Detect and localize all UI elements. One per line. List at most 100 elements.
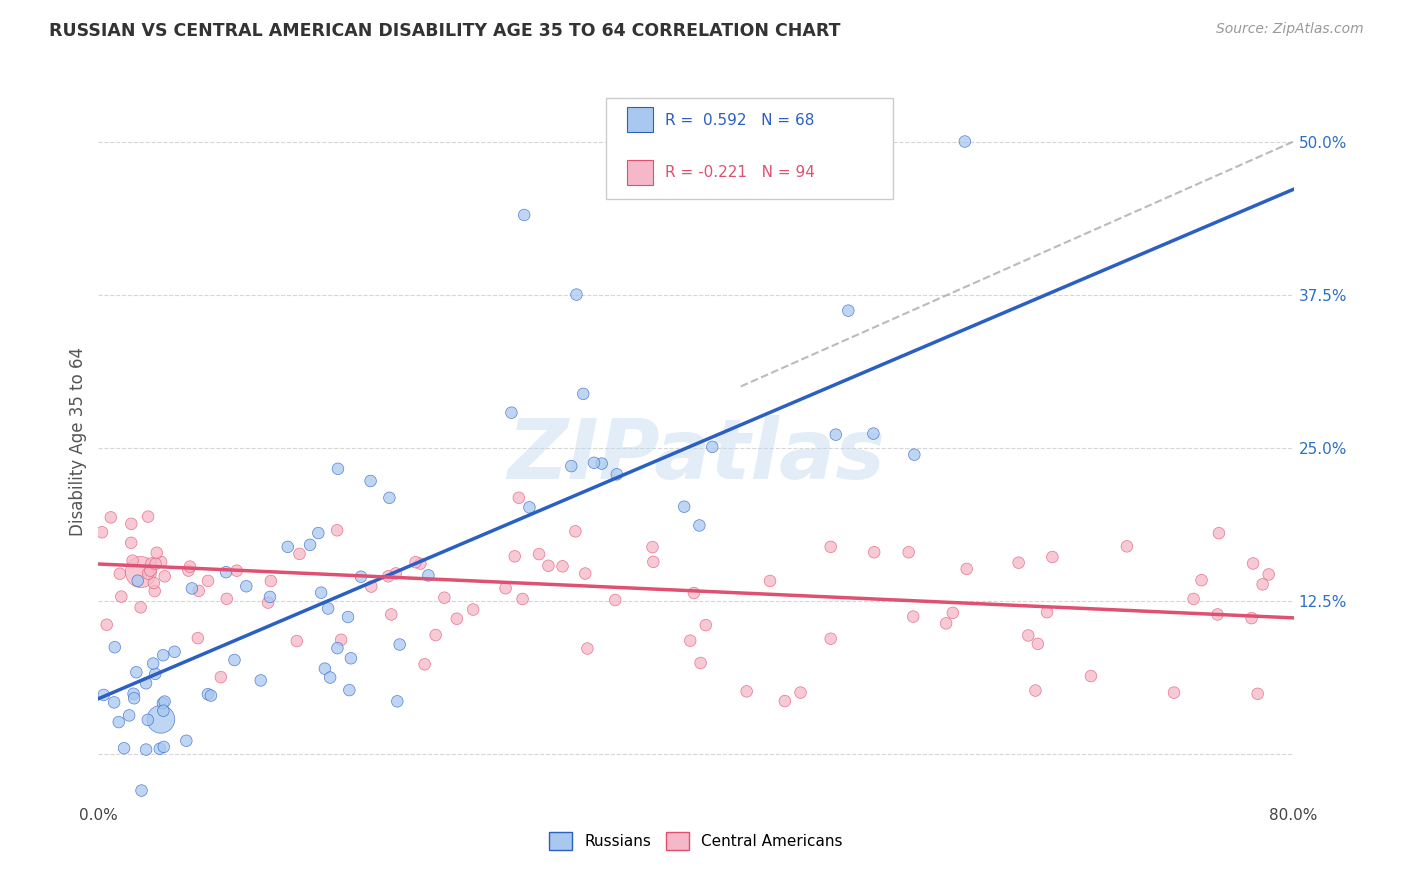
Point: [104, 640, 127, 655]
Point: [103, 695, 125, 709]
Point: [129, 565, 152, 579]
Point: [326, 462, 349, 476]
Point: [153, 569, 176, 583]
Point: [177, 564, 200, 578]
Point: [1007, 556, 1029, 570]
Point: [433, 591, 456, 605]
Point: [288, 547, 311, 561]
Point: [176, 733, 198, 747]
Point: [418, 568, 440, 582]
Point: [197, 574, 219, 588]
Point: [773, 694, 796, 708]
Point: [96, 617, 118, 632]
Point: [1247, 687, 1270, 701]
Point: [135, 742, 157, 756]
Point: [163, 645, 186, 659]
Point: [446, 612, 468, 626]
Point: [100, 510, 122, 524]
Point: [337, 683, 360, 698]
Point: [120, 516, 142, 531]
Point: [179, 559, 201, 574]
Point: [110, 590, 132, 604]
Point: [360, 474, 382, 488]
Point: [360, 580, 382, 594]
Point: [143, 666, 166, 681]
Point: [209, 670, 232, 684]
Point: [197, 687, 219, 701]
Point: [576, 641, 599, 656]
Text: Source: ZipAtlas.com: Source: ZipAtlas.com: [1216, 22, 1364, 37]
Point: [150, 555, 173, 569]
Point: [683, 586, 706, 600]
Point: [129, 600, 152, 615]
Point: [820, 540, 842, 554]
Point: [564, 524, 586, 539]
Point: [413, 657, 436, 672]
Point: [285, 634, 308, 648]
Point: [350, 570, 373, 584]
Point: [1024, 683, 1046, 698]
Point: [326, 641, 349, 656]
Point: [299, 538, 322, 552]
Point: [953, 135, 976, 149]
Point: [560, 459, 582, 474]
Point: [606, 467, 628, 482]
Point: [187, 583, 209, 598]
Text: R =  0.592   N = 68: R = 0.592 N = 68: [665, 112, 814, 128]
Point: [337, 610, 360, 624]
Point: [425, 628, 447, 642]
Point: [527, 547, 550, 561]
Point: [679, 633, 702, 648]
Point: [519, 500, 541, 515]
Point: [565, 287, 588, 301]
Point: [551, 559, 574, 574]
Point: [121, 554, 143, 568]
Point: [120, 536, 142, 550]
Y-axis label: Disability Age 35 to 64: Disability Age 35 to 64: [69, 347, 87, 536]
FancyBboxPatch shape: [606, 98, 893, 200]
Point: [863, 545, 886, 559]
Point: [122, 691, 145, 706]
Point: [513, 208, 536, 222]
Point: [1042, 549, 1064, 564]
Point: [824, 427, 846, 442]
Point: [200, 689, 222, 703]
Point: [215, 591, 238, 606]
Point: [142, 576, 165, 591]
Point: [249, 673, 271, 688]
Point: [1116, 540, 1139, 554]
Point: [1080, 669, 1102, 683]
Point: [326, 523, 349, 537]
Point: [503, 549, 526, 564]
Point: [1191, 573, 1213, 587]
Point: [735, 684, 758, 698]
Point: [897, 545, 920, 559]
Point: [759, 574, 782, 588]
Point: [340, 651, 363, 665]
Point: [384, 566, 406, 581]
Point: [141, 557, 163, 571]
Point: [131, 783, 153, 797]
Point: [378, 491, 401, 505]
Point: [277, 540, 299, 554]
Point: [380, 607, 402, 622]
Point: [152, 704, 174, 718]
Point: [1240, 611, 1263, 625]
Point: [942, 606, 965, 620]
Point: [903, 448, 925, 462]
Point: [688, 518, 710, 533]
Point: [582, 456, 605, 470]
Text: ZIPatlas: ZIPatlas: [508, 416, 884, 497]
Point: [1208, 526, 1230, 541]
Point: [409, 557, 432, 571]
Point: [136, 713, 159, 727]
Point: [145, 557, 167, 571]
Point: [145, 546, 167, 560]
Point: [149, 741, 172, 756]
Point: [837, 303, 859, 318]
Point: [862, 426, 884, 441]
Point: [153, 695, 176, 709]
Point: [405, 555, 427, 569]
Point: [112, 741, 135, 756]
Text: RUSSIAN VS CENTRAL AMERICAN DISABILITY AGE 35 TO 64 CORRELATION CHART: RUSSIAN VS CENTRAL AMERICAN DISABILITY A…: [49, 22, 841, 40]
